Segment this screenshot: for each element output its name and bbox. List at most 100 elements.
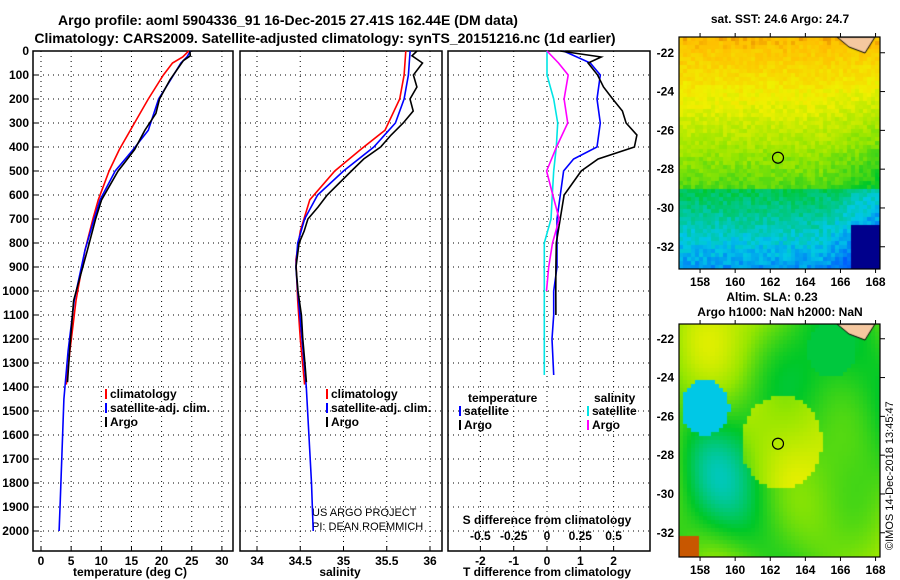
x-tick-label: 10 bbox=[95, 554, 109, 568]
credit-project: US ARGO PROJECT bbox=[312, 507, 417, 519]
map-y-tick-label: -28 bbox=[657, 448, 675, 462]
sla-map bbox=[679, 324, 880, 557]
legend-swatch bbox=[105, 417, 107, 427]
y-tick-label: 1000 bbox=[2, 284, 29, 298]
series-line-argo bbox=[295, 50, 424, 383]
map-y-tick-label: -30 bbox=[657, 487, 675, 501]
map-y-tick-label: -32 bbox=[657, 526, 675, 540]
y-tick-label: 1600 bbox=[2, 428, 29, 442]
y-tick-label: 1200 bbox=[2, 332, 29, 346]
x-tick-label: -1 bbox=[508, 554, 519, 568]
x-tick-label: 5 bbox=[68, 554, 75, 568]
panel-0: 0 5 10 15 20 25 300100200300400500600700800900… bbox=[2, 44, 234, 568]
legend-label: satellite bbox=[464, 404, 509, 418]
title-line-2: Climatology: CARS2009. Satellite-adjuste… bbox=[34, 30, 615, 46]
legend-label: satellite bbox=[592, 404, 637, 418]
series-line-t-satellite bbox=[551, 50, 602, 376]
y-tick-label: 1500 bbox=[2, 404, 29, 418]
map-y-tick-label: -30 bbox=[657, 201, 675, 215]
legend-swatch bbox=[587, 406, 589, 416]
map-y-tick-label: -26 bbox=[657, 409, 675, 423]
map-y-tick-label: -22 bbox=[657, 332, 675, 346]
legend-swatch bbox=[326, 389, 328, 399]
series-line-s-satellite bbox=[543, 51, 559, 375]
y-tick-label: 1400 bbox=[2, 380, 29, 394]
sla-map-axes: 158 160 162 164 166 168 -22 -24 -26 -28 -30 -32 bbox=[657, 320, 886, 577]
y-tick-label: 1100 bbox=[3, 308, 29, 322]
legend-label: Argo bbox=[592, 418, 620, 432]
legend-label: Argo bbox=[331, 415, 359, 429]
series-line-argo bbox=[66, 50, 192, 383]
map-x-tick-label: 162 bbox=[760, 563, 780, 577]
map-frame bbox=[678, 36, 881, 270]
s-diff-tick-label: 0 bbox=[544, 529, 551, 543]
s-diff-axis-label: S difference from climatology bbox=[463, 513, 632, 527]
map-x-tick-label: 160 bbox=[725, 275, 745, 289]
series-line-satellite-adj-clim- bbox=[295, 50, 411, 532]
x-tick-label: 36 bbox=[423, 554, 437, 568]
legend-swatch bbox=[326, 403, 328, 413]
y-tick-label: 600 bbox=[9, 188, 29, 202]
map-x-tick-label: 158 bbox=[690, 563, 710, 577]
map-x-tick-label: 166 bbox=[830, 563, 850, 577]
t-diff-axis-label: T difference from climatology bbox=[463, 565, 631, 579]
legend-label: satellite-adj. clim. bbox=[331, 401, 431, 415]
x-tick-label: 30 bbox=[215, 554, 229, 568]
legend-label: Argo bbox=[464, 418, 492, 432]
x-tick-label: 15 bbox=[125, 554, 139, 568]
sla-map-title-2: Argo h1000: NaN h2000: NaN bbox=[697, 305, 862, 319]
x-tick-label: 0 bbox=[38, 554, 45, 568]
legend-swatch bbox=[587, 420, 589, 430]
sst-map-axes: 158 160 162 164 166 168 -22 -24 -26 -28 -30 -32 bbox=[657, 33, 886, 289]
panel-1: 34 34.5 35 35.5 36 climatologysatellite-adj. … bbox=[239, 50, 443, 568]
y-tick-label: 200 bbox=[9, 92, 29, 106]
sla-map-title-1: Altim. SLA: 0.23 bbox=[726, 290, 818, 304]
map-y-tick-label: -32 bbox=[657, 240, 675, 254]
imos-timestamp: ©IMOS 14-Dec-2018 13:45:47 bbox=[884, 401, 896, 550]
map-y-tick-label: -24 bbox=[657, 85, 675, 99]
y-tick-label: 700 bbox=[9, 212, 29, 226]
y-tick-label: 800 bbox=[9, 236, 29, 250]
y-tick-label: 300 bbox=[9, 116, 29, 130]
map-y-tick-label: -28 bbox=[657, 162, 675, 176]
x-tick-label: 20 bbox=[155, 554, 169, 568]
x-tick-label: 0 bbox=[544, 554, 551, 568]
s-diff-tick-label: 0.25 bbox=[569, 529, 593, 543]
series-line-climatology bbox=[295, 50, 407, 385]
map-x-tick-label: 168 bbox=[866, 563, 886, 577]
map-x-tick-label: 168 bbox=[866, 275, 886, 289]
y-tick-label: 100 bbox=[9, 68, 29, 82]
map-y-tick-label: -22 bbox=[657, 46, 675, 60]
legend-label: satellite-adj. clim. bbox=[110, 401, 210, 415]
map-x-tick-label: 166 bbox=[830, 275, 850, 289]
argo-position-marker bbox=[771, 151, 785, 164]
legend-swatch bbox=[326, 417, 328, 427]
argo-position-marker bbox=[771, 437, 785, 450]
sst-map-title: sat. SST: 24.6 Argo: 24.7 bbox=[711, 12, 850, 26]
y-tick-label: 900 bbox=[9, 260, 29, 274]
plot-frame bbox=[239, 50, 443, 552]
x-tick-label: 1 bbox=[577, 554, 584, 568]
series-line-climatology bbox=[65, 50, 190, 385]
legend-label: Argo bbox=[110, 415, 138, 429]
map-x-tick-label: 158 bbox=[690, 275, 710, 289]
plot-frame bbox=[447, 50, 651, 552]
credit-pi: PI: DEAN ROEMMICH bbox=[312, 521, 423, 533]
map-x-tick-label: 164 bbox=[795, 275, 815, 289]
x-tick-label: 34.5 bbox=[289, 554, 313, 568]
legend-swatch bbox=[105, 403, 107, 413]
x-tick-label: 25 bbox=[185, 554, 199, 568]
y-tick-label: 2000 bbox=[2, 524, 29, 538]
x-tick-label: 35.5 bbox=[375, 554, 399, 568]
legend-swatch bbox=[459, 420, 461, 430]
x-tick-label: 2 bbox=[610, 554, 617, 568]
y-tick-label: 500 bbox=[9, 164, 29, 178]
y-tick-label: 1800 bbox=[2, 476, 29, 490]
y-tick-label: 1700 bbox=[2, 452, 29, 466]
plot-frame bbox=[32, 50, 234, 552]
legend-label: climatology bbox=[110, 387, 177, 401]
legend-swatch bbox=[459, 406, 461, 416]
